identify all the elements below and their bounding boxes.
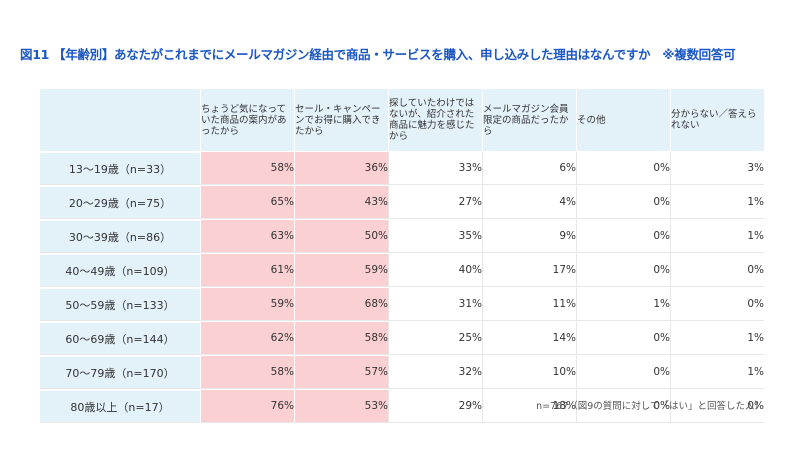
value-cell: 27%: [388, 185, 482, 219]
value-cell: 50%: [294, 219, 388, 253]
value-cell: 58%: [200, 151, 294, 185]
chart-title: 図11 【年齢別】あなたがこれまでにメールマガジン経由で商品・サービスを購入、申…: [20, 47, 736, 62]
table-row: 40〜49歳（n=109） 61% 59% 40% 17% 0% 0%: [40, 253, 764, 287]
value-cell: 40%: [388, 253, 482, 287]
value-cell: 17%: [482, 253, 576, 287]
value-cell: 4%: [482, 185, 576, 219]
value-cell: 35%: [388, 219, 482, 253]
value-cell: 29%: [388, 389, 482, 423]
row-label: 70〜79歳（n=170）: [40, 355, 200, 389]
row-label: 50〜59歳（n=133）: [40, 287, 200, 321]
value-cell: 57%: [294, 355, 388, 389]
table-row: 70〜79歳（n=170） 58% 57% 32% 10% 0% 1%: [40, 355, 764, 389]
column-header: 探していたわけではないが、紹介された商品に魅力を感じたから: [388, 89, 482, 151]
column-header: 分からない／答えられない: [670, 89, 764, 151]
value-cell: 0%: [576, 185, 670, 219]
header-row: ちょうど気になっていた商品の案内があったから セール・キャンペーンでお得に購入で…: [40, 89, 764, 151]
value-cell: 0%: [576, 321, 670, 355]
value-cell: 68%: [294, 287, 388, 321]
table-row: 50〜59歳（n=133） 59% 68% 31% 11% 1% 0%: [40, 287, 764, 321]
table-row: 60〜69歳（n=144） 62% 58% 25% 14% 0% 1%: [40, 321, 764, 355]
column-header: セール・キャンペーンでお得に購入できたから: [294, 89, 388, 151]
value-cell: 59%: [294, 253, 388, 287]
value-cell: 6%: [482, 151, 576, 185]
value-cell: 36%: [294, 151, 388, 185]
table-row: 80歳以上（n=17） 76% 53% 29% 18% 0% 0%: [40, 389, 764, 423]
value-cell: 33%: [388, 151, 482, 185]
column-header: その他: [576, 89, 670, 151]
value-cell: 9%: [482, 219, 576, 253]
value-cell: 1%: [670, 321, 764, 355]
table-row: 13〜19歳（n=33） 58% 36% 33% 6% 0% 3%: [40, 151, 764, 185]
row-label: 60〜69歳（n=144）: [40, 321, 200, 355]
value-cell: 43%: [294, 185, 388, 219]
row-label: 20〜29歳（n=75）: [40, 185, 200, 219]
row-label: 80歳以上（n=17）: [40, 389, 200, 423]
column-header: メールマガジン会員限定の商品だったから: [482, 89, 576, 151]
table-row: 30〜39歳（n=86） 63% 50% 35% 9% 0% 1%: [40, 219, 764, 253]
value-cell: 58%: [200, 355, 294, 389]
value-cell: 14%: [482, 321, 576, 355]
table-row: 20〜29歳（n=75） 65% 43% 27% 4% 0% 1%: [40, 185, 764, 219]
value-cell: 3%: [670, 151, 764, 185]
value-cell: 11%: [482, 287, 576, 321]
value-cell: 18%: [482, 389, 576, 423]
sample-note: n=767（図9の質問に対して「はい」と回答した人）: [536, 401, 764, 412]
value-cell: 0%: [576, 219, 670, 253]
value-cell: 31%: [388, 287, 482, 321]
value-cell: 25%: [388, 321, 482, 355]
value-cell: 76%: [200, 389, 294, 423]
value-cell: 53%: [294, 389, 388, 423]
row-label: 40〜49歳（n=109）: [40, 253, 200, 287]
value-cell: 63%: [200, 219, 294, 253]
row-label: 13〜19歳（n=33）: [40, 151, 200, 185]
row-label: 30〜39歳（n=86）: [40, 219, 200, 253]
value-cell: 1%: [576, 287, 670, 321]
value-cell: 65%: [200, 185, 294, 219]
value-cell: 59%: [200, 287, 294, 321]
value-cell: 0%: [576, 355, 670, 389]
value-cell: 1%: [670, 185, 764, 219]
value-cell: 1%: [670, 355, 764, 389]
value-cell: 0%: [670, 253, 764, 287]
header-corner-cell: [40, 89, 200, 151]
value-cell: 61%: [200, 253, 294, 287]
value-cell: 0%: [670, 389, 764, 423]
table-body: 13〜19歳（n=33） 58% 36% 33% 6% 0% 3% 20〜29歳（n=75） 6…: [40, 151, 764, 423]
value-cell: 32%: [388, 355, 482, 389]
value-cell: 58%: [294, 321, 388, 355]
value-cell: 62%: [200, 321, 294, 355]
value-cell: 0%: [576, 151, 670, 185]
value-cell: 0%: [670, 287, 764, 321]
results-table: ちょうど気になっていた商品の案内があったから セール・キャンペーンでお得に購入で…: [40, 89, 764, 423]
column-header: ちょうど気になっていた商品の案内があったから: [200, 89, 294, 151]
value-cell: 0%: [576, 253, 670, 287]
value-cell: 10%: [482, 355, 576, 389]
value-cell: 1%: [670, 219, 764, 253]
value-cell: 0%: [576, 389, 670, 423]
